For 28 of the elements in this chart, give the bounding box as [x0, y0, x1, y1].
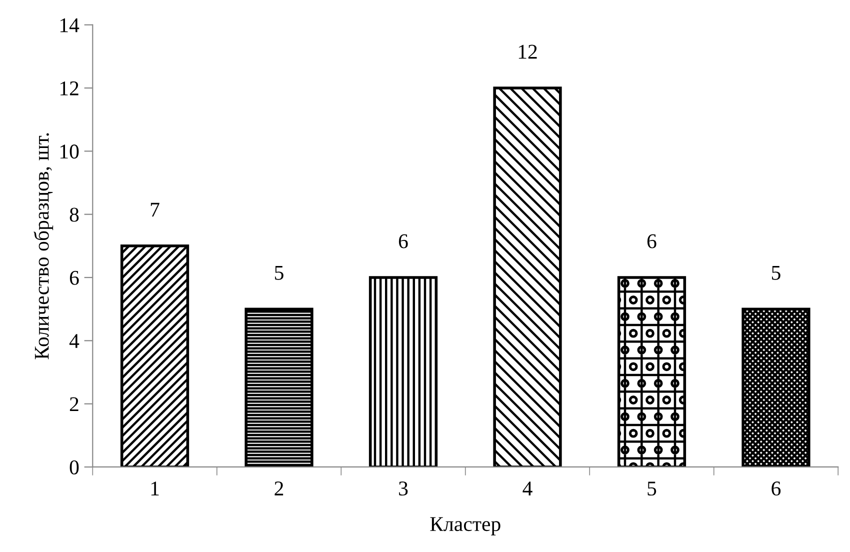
data-label: 7	[150, 202, 160, 216]
x-tick-label: 2	[274, 482, 284, 496]
y-tick-label: 10	[60, 144, 79, 159]
x-tick-label: 3	[399, 482, 408, 496]
bar	[368, 276, 438, 467]
x-tick-label: 6	[772, 482, 781, 496]
y-tick-label: 2	[70, 397, 78, 412]
x-tick-label: 4	[522, 482, 532, 496]
x-axis-title: Кластер	[430, 517, 500, 536]
bar	[742, 308, 810, 467]
bar	[493, 86, 562, 467]
data-label: 5	[275, 266, 284, 280]
y-tick-label: 14	[60, 18, 80, 32]
y-tick-label: 6	[70, 270, 79, 285]
y-tick-label: 4	[69, 334, 80, 348]
bar	[120, 244, 190, 467]
data-label: 6	[647, 234, 656, 248]
y-tick-label: 0	[70, 460, 79, 474]
data-label: 5	[772, 266, 780, 280]
x-tick-label: 1	[151, 482, 159, 496]
y-axis-title: Количество образцов, шт.	[34, 133, 54, 360]
data-label: 6	[398, 234, 408, 248]
y-tick-label: 8	[70, 208, 79, 222]
x-tick-label: 5	[648, 482, 656, 496]
bar	[244, 308, 314, 467]
y-tick-label: 12	[60, 81, 78, 96]
bar	[617, 276, 686, 467]
data-label: 12	[518, 44, 537, 59]
